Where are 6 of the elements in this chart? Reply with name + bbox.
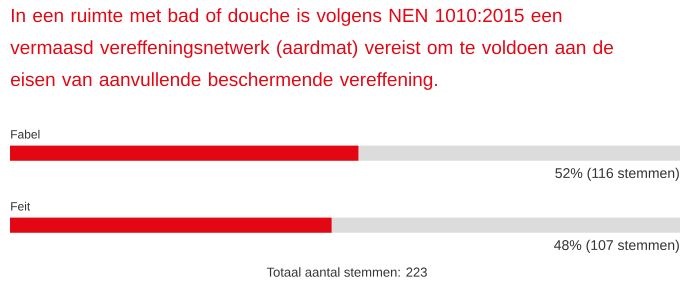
data-label: 48% (107 stemmen)	[554, 240, 679, 253]
y-tick-label: Fabel	[11, 130, 40, 139]
annotation: Totaal aantal stemmen: 223	[266, 267, 427, 277]
y-tick-label: Feit	[11, 202, 30, 211]
data-label: 52% (116 stemmen)	[555, 168, 679, 181]
chart-title: In een ruimte met bad of douche is volgens NEN 1010:2015 een vermaasd vereffeningsnetwerk (aardmat) vereist om te voldoen aan de eisen van aanvullende beschermende vereffening.	[10, 8, 613, 90]
